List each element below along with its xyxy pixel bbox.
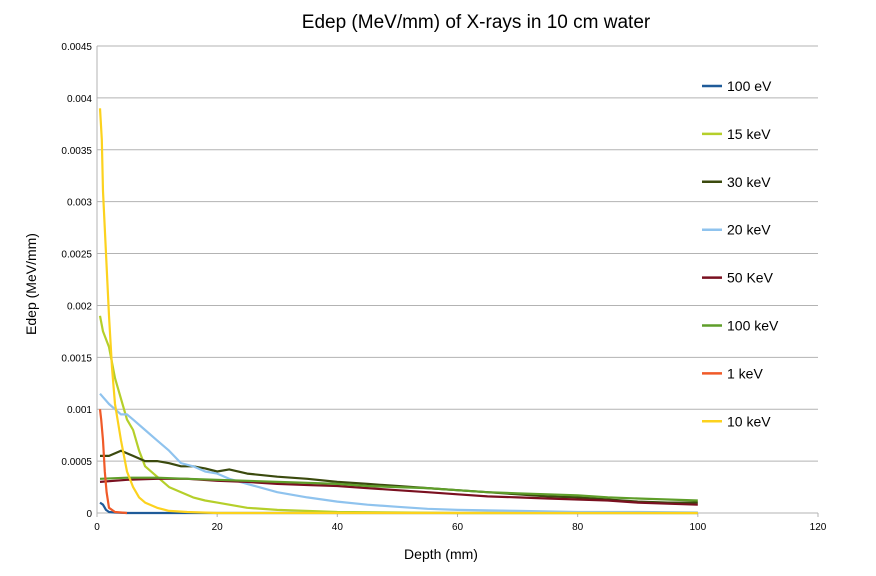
y-tick-label: 0.003 bbox=[67, 198, 92, 209]
y-tick-label: 0.004 bbox=[67, 94, 92, 105]
x-tick-label: 20 bbox=[212, 522, 224, 533]
y-tick-label: 0.002 bbox=[67, 301, 92, 312]
x-tick-label: 0 bbox=[94, 522, 100, 533]
grid bbox=[97, 45, 818, 514]
series-line-1 bbox=[98, 315, 698, 515]
x-tick-label: 60 bbox=[452, 522, 464, 533]
series-line-5 bbox=[99, 476, 698, 502]
legend-label-3: 20 keV bbox=[727, 222, 771, 238]
y-tick-label: 0.0035 bbox=[61, 146, 92, 157]
y-tick-label: 0.0015 bbox=[61, 353, 92, 364]
chart-title: Edep (MeV/mm) of X-rays in 10 cm water bbox=[302, 12, 651, 33]
series-line-3 bbox=[99, 392, 698, 514]
y-tick-label: 0 bbox=[86, 509, 92, 520]
series-line-4 bbox=[99, 477, 698, 506]
series-line-7 bbox=[98, 108, 698, 515]
x-tick-label: 80 bbox=[572, 522, 584, 533]
y-tick-label: 0.0005 bbox=[61, 457, 92, 468]
x-tick-label: 100 bbox=[689, 522, 706, 533]
legend-label-2: 30 keV bbox=[727, 174, 771, 190]
series-line-2 bbox=[100, 449, 698, 504]
legend-label-1: 15 keV bbox=[727, 126, 771, 142]
y-axis-title: Edep (MeV/mm) bbox=[23, 233, 39, 335]
y-tick-label: 0.001 bbox=[67, 405, 92, 416]
y-tick-label: 0.0045 bbox=[61, 42, 92, 53]
x-axis-title: Depth (mm) bbox=[404, 546, 478, 562]
legend-label-4: 50 KeV bbox=[727, 270, 774, 286]
series-lines bbox=[98, 108, 698, 515]
x-tick-label: 120 bbox=[810, 522, 827, 533]
legend-label-6: 1 keV bbox=[727, 365, 763, 381]
x-tick-label: 40 bbox=[332, 522, 344, 533]
axes: 0 0.0005 0.001 0.0015 0.002 0.0025 0.003 0.0035… bbox=[61, 42, 826, 533]
series-line-6 bbox=[98, 409, 128, 515]
legend-label-0: 100 eV bbox=[727, 78, 772, 94]
legend-label-5: 100 keV bbox=[727, 318, 779, 334]
legend-label-7: 10 keV bbox=[727, 413, 771, 429]
legend: 100 eV 15 keV 30 keV 20 keV 50 KeV 100 keV 1 k… bbox=[702, 78, 779, 429]
y-tick-label: 0.0025 bbox=[61, 250, 92, 261]
